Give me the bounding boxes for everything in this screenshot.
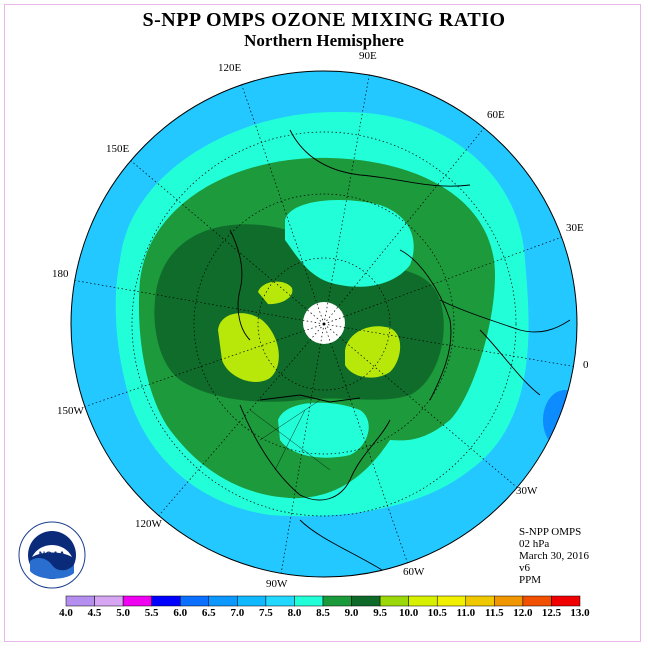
state-lines xyxy=(249,399,331,471)
map-title: S-NPP OMPS OZONE MIXING RATIO xyxy=(142,9,506,31)
lon-label-180: 180 xyxy=(52,268,69,280)
info-level: 02 hPa xyxy=(519,538,550,550)
product-info: S-NPP OMPS 02 hPa March 30, 2016 v6 PPM xyxy=(519,526,589,586)
lon-label-90w: 90W xyxy=(266,578,288,590)
lon-label-60e: 60E xyxy=(487,109,505,121)
lon-label-60w: 60W xyxy=(403,566,425,578)
legend-tick-label: 12.0 xyxy=(513,607,533,619)
legend-tick-label: 6.5 xyxy=(201,607,216,619)
lon-label-120w: 120W xyxy=(135,518,162,530)
legend-tick-label: 6.0 xyxy=(173,607,188,619)
legend-tick-label: 11.0 xyxy=(456,607,476,619)
legend-tick-label: 8.5 xyxy=(316,607,330,619)
globe-outline xyxy=(70,70,578,578)
legend-tick-label: 4.5 xyxy=(87,607,102,619)
info-units: PPM xyxy=(519,574,542,586)
image-frame xyxy=(4,4,641,642)
zone-9-5-west xyxy=(218,313,279,382)
legend-tick-label: 5.5 xyxy=(144,607,159,619)
legend-tick-label: 9.0 xyxy=(344,607,359,619)
legend-tick-label: 5.0 xyxy=(116,607,130,619)
lon-label-30w: 30W xyxy=(516,485,538,497)
lon-label-150e: 150E xyxy=(106,143,130,155)
legend-tick-label: 8.0 xyxy=(287,607,302,619)
legend-tick-label: 12.5 xyxy=(541,607,562,619)
lon-label-0: 0 xyxy=(583,359,589,371)
legend-tick-label: 9.5 xyxy=(373,607,387,619)
coastlines xyxy=(229,129,571,576)
legend-tick-label: 4.0 xyxy=(59,607,73,619)
zone-9-5-small xyxy=(258,281,293,305)
zone-9-5-east xyxy=(345,326,401,378)
lon-label-30e: 30E xyxy=(566,222,584,234)
zone-hole-top xyxy=(285,200,414,287)
info-version: v6 xyxy=(519,562,530,574)
noaa-logo-text: NOAA xyxy=(39,550,66,560)
lon-label-120e: 120E xyxy=(218,62,242,74)
legend-tick-label: 10.5 xyxy=(427,607,447,619)
graticule xyxy=(71,71,577,577)
info-date: March 30, 2016 xyxy=(519,550,589,562)
legend-tick-label: 7.5 xyxy=(259,607,273,619)
legend-tick-label: 13.0 xyxy=(570,607,590,619)
lon-label-90e: 90E xyxy=(359,50,377,62)
map-subtitle: Northern Hemisphere xyxy=(244,31,404,50)
info-instrument: S-NPP OMPS xyxy=(519,526,582,538)
legend-tick-label: 10.0 xyxy=(399,607,419,619)
legend-tick-label: 11.5 xyxy=(485,607,504,619)
legend-tick-label: 7.0 xyxy=(230,607,245,619)
zone-hole-bottom xyxy=(278,402,369,458)
blue-patch xyxy=(543,390,577,450)
noaa-logo-icon: NOAA xyxy=(18,521,86,589)
lon-label-150w: 150W xyxy=(57,405,84,417)
